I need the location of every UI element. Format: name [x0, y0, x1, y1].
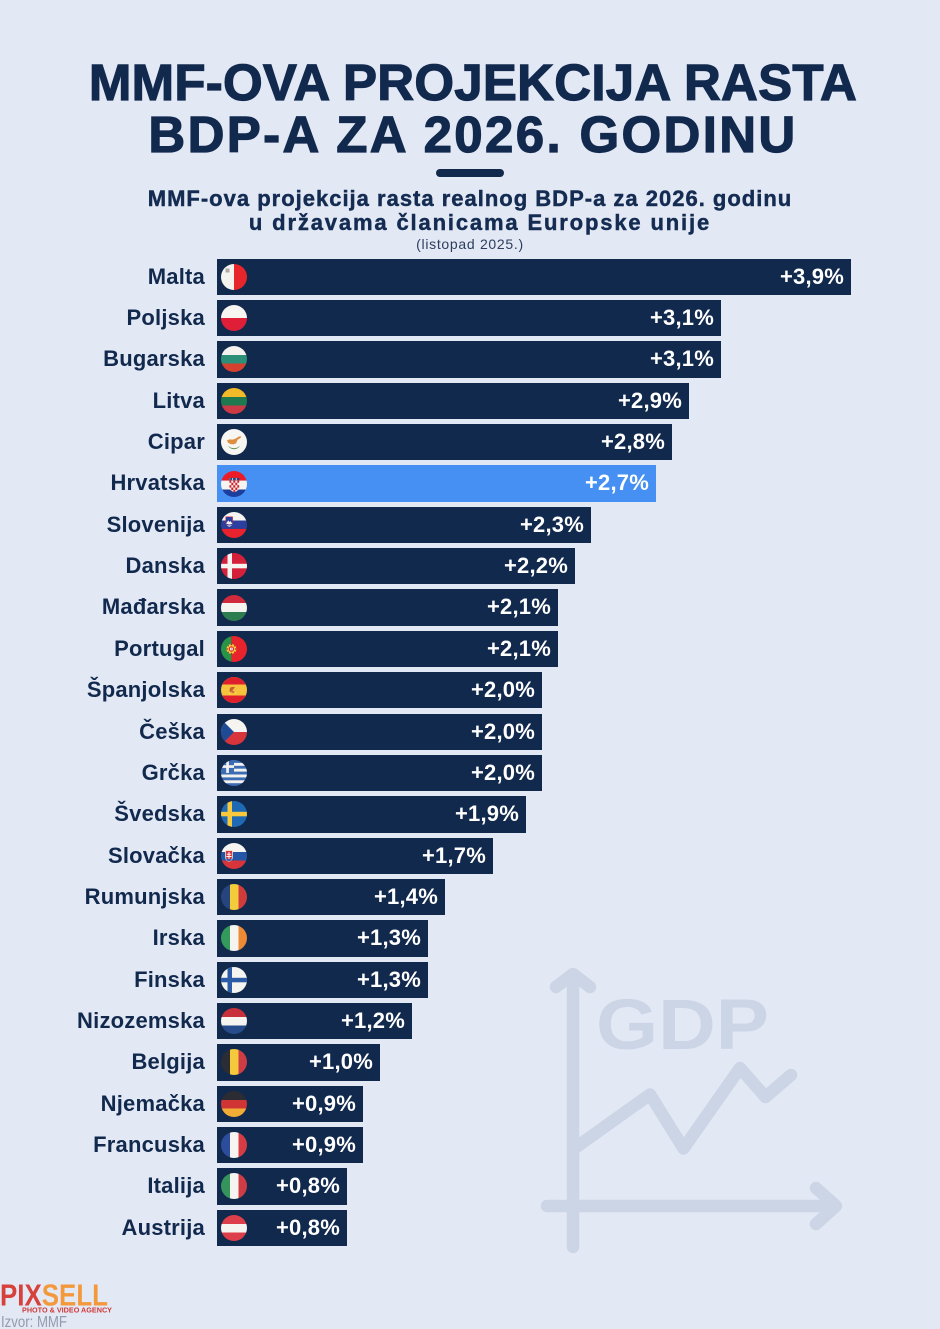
svg-text:PHOTO & VIDEO AGENCY: PHOTO & VIDEO AGENCY: [22, 1306, 112, 1315]
svg-text:GDP: GDP: [596, 986, 769, 1065]
svg-text:Izvor: MMF: Izvor: MMF: [1, 1314, 67, 1329]
svg-text:PIXSELL: PIXSELL: [0, 1278, 108, 1313]
